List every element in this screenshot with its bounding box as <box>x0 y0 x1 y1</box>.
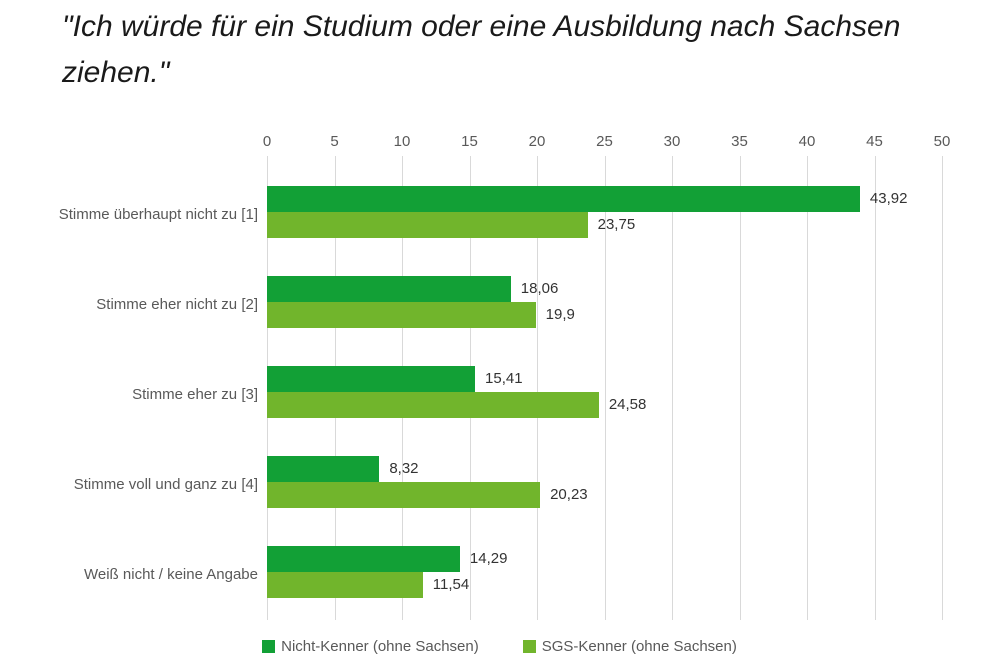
category-label: Stimme voll und ganz zu [4] <box>73 476 258 493</box>
bar-nicht-kenner <box>267 366 476 392</box>
value-label: 20,23 <box>550 486 588 503</box>
legend-item-sgs-kenner: SGS-Kenner (ohne Sachsen) <box>522 638 737 655</box>
x-axis-tick-label: 15 <box>461 133 478 150</box>
value-label: 24,58 <box>608 396 647 413</box>
bar-nicht-kenner <box>267 546 460 572</box>
x-axis-tick-label: 35 <box>731 133 748 150</box>
legend-swatch-light-green <box>522 640 536 653</box>
x-axis-tick-label: 5 <box>330 133 339 150</box>
gridline <box>604 156 606 620</box>
gridline <box>807 156 808 620</box>
gridline <box>942 156 943 620</box>
x-axis-tick-label: 20 <box>528 133 546 150</box>
category-label: Stimme eher nicht zu [2] <box>96 296 258 313</box>
bar-sgs-kenner <box>267 392 599 418</box>
chart-title: "Ich würde für ein Studium oder eine Aus… <box>62 10 901 89</box>
category-label: Stimme überhaupt nicht zu [1] <box>58 206 258 223</box>
x-axis-tick-label: 0 <box>262 133 272 150</box>
legend-swatch-dark-green <box>262 640 276 653</box>
x-axis-tick-label: 30 <box>663 133 681 150</box>
category-label: Weiß nicht / keine Angabe <box>84 566 258 583</box>
value-label: 14,29 <box>469 550 508 567</box>
bar-sgs-kenner <box>267 572 423 598</box>
legend-label-nicht-kenner: Nicht-Kenner (ohne Sachsen) <box>281 638 479 655</box>
gridline <box>874 156 876 620</box>
gridline <box>739 156 741 620</box>
value-label: 8,32 <box>389 460 419 477</box>
x-axis-tick-label: 50 <box>933 133 951 150</box>
x-axis-tick-label: 45 <box>866 133 883 150</box>
x-axis-tick-label: 10 <box>393 133 411 150</box>
value-label: 19,9 <box>545 306 575 323</box>
bar-sgs-kenner <box>267 482 541 508</box>
x-axis-tick-label: 25 <box>596 133 613 150</box>
value-label: 43,92 <box>869 190 908 207</box>
bar-sgs-kenner <box>267 212 588 238</box>
bar-nicht-kenner <box>267 186 860 212</box>
bar-nicht-kenner <box>267 456 380 482</box>
value-label: 11,54 <box>432 576 470 593</box>
gridline <box>672 156 673 620</box>
gridline <box>537 156 538 620</box>
category-label: Stimme eher zu [3] <box>132 386 258 403</box>
legend-item-nicht-kenner: Nicht-Kenner (ohne Sachsen) <box>262 638 479 655</box>
x-axis-tick-label: 40 <box>798 133 816 150</box>
value-label: 23,75 <box>597 216 636 233</box>
bar-sgs-kenner <box>267 302 536 328</box>
value-label: 15,41 <box>485 370 523 387</box>
value-label: 18,06 <box>520 280 559 297</box>
legend-label-sgs-kenner: SGS-Kenner (ohne Sachsen) <box>541 638 737 655</box>
bar-nicht-kenner <box>267 276 511 302</box>
legend: Nicht-Kenner (ohne Sachsen) SGS-Kenner (… <box>0 638 999 655</box>
